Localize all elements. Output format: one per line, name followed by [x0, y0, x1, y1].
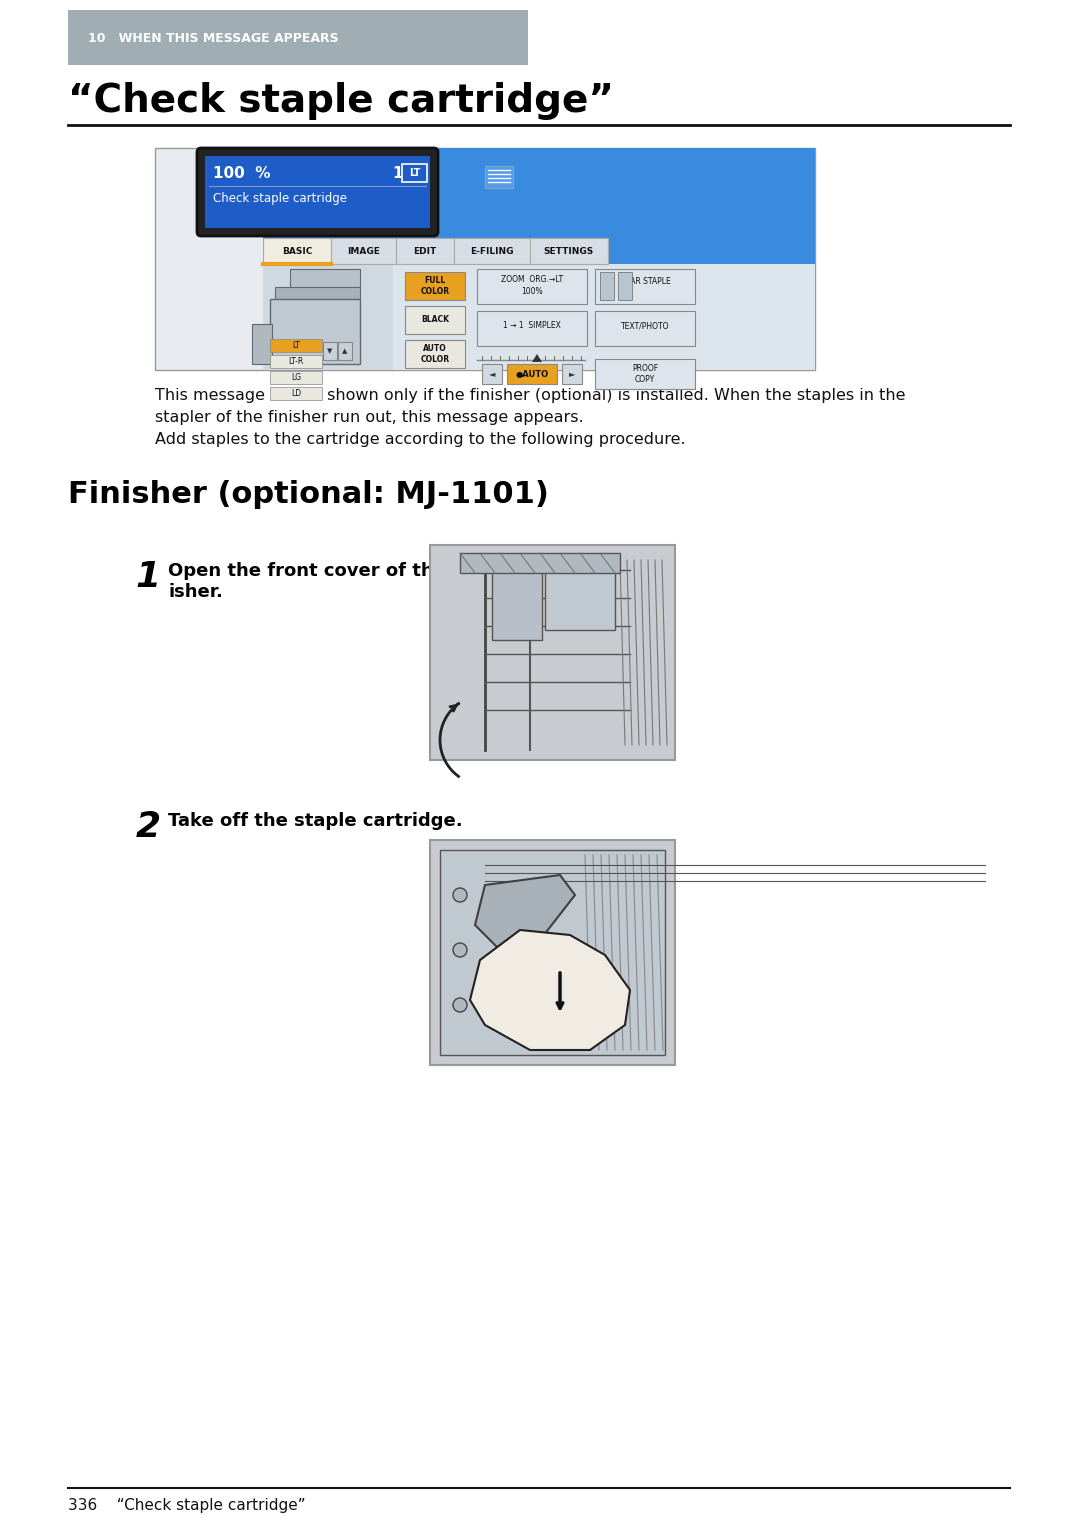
FancyBboxPatch shape [270, 299, 360, 365]
Text: E-FILING: E-FILING [470, 247, 514, 255]
FancyBboxPatch shape [545, 571, 615, 630]
Text: Finisher (optional: MJ-1101): Finisher (optional: MJ-1101) [68, 481, 549, 510]
Text: ◄: ◄ [489, 369, 496, 378]
FancyBboxPatch shape [405, 272, 465, 301]
FancyBboxPatch shape [562, 365, 582, 385]
Text: 100%: 100% [522, 287, 543, 296]
Text: LD: LD [291, 389, 301, 398]
Text: AUTO
COLOR: AUTO COLOR [420, 345, 449, 363]
Text: ▲: ▲ [342, 348, 348, 354]
FancyBboxPatch shape [264, 238, 330, 264]
Text: BASIC: BASIC [282, 247, 312, 255]
FancyBboxPatch shape [482, 365, 502, 385]
Text: ZOOM  ORG.→LT: ZOOM ORG.→LT [501, 276, 563, 284]
FancyBboxPatch shape [270, 388, 322, 400]
Text: REAR STAPLE: REAR STAPLE [620, 276, 671, 285]
Text: 1 → 1  SIMPLEX: 1 → 1 SIMPLEX [503, 322, 561, 331]
FancyBboxPatch shape [275, 287, 360, 299]
Text: SETTINGS: SETTINGS [544, 247, 594, 255]
FancyBboxPatch shape [252, 324, 272, 365]
Text: LT: LT [292, 340, 300, 349]
FancyBboxPatch shape [270, 371, 322, 385]
Circle shape [453, 998, 467, 1012]
FancyBboxPatch shape [323, 342, 337, 360]
FancyBboxPatch shape [430, 839, 675, 1065]
FancyBboxPatch shape [618, 272, 632, 301]
Circle shape [453, 888, 467, 902]
Text: This message will be shown only if the finisher (optional) is installed. When th: This message will be shown only if the f… [156, 388, 905, 447]
Text: FULL
COLOR: FULL COLOR [420, 276, 449, 296]
Text: EDIT: EDIT [414, 247, 436, 255]
FancyBboxPatch shape [454, 238, 530, 264]
Circle shape [453, 943, 467, 957]
Text: PROOF
COPY: PROOF COPY [632, 365, 658, 383]
FancyBboxPatch shape [600, 272, 615, 301]
Text: 10   WHEN THIS MESSAGE APPEARS: 10 WHEN THIS MESSAGE APPEARS [87, 32, 339, 44]
Text: 2: 2 [135, 810, 161, 844]
FancyBboxPatch shape [507, 365, 557, 385]
FancyBboxPatch shape [270, 356, 322, 368]
Text: ▼: ▼ [327, 348, 333, 354]
FancyBboxPatch shape [460, 552, 620, 572]
Text: Open the front cover of the fin-
isher.: Open the front cover of the fin- isher. [168, 562, 486, 601]
Text: Take off the staple cartridge.: Take off the staple cartridge. [168, 812, 462, 830]
Text: IMAGE: IMAGE [347, 247, 380, 255]
FancyBboxPatch shape [205, 156, 430, 227]
FancyBboxPatch shape [595, 359, 696, 389]
Polygon shape [470, 929, 630, 1050]
FancyBboxPatch shape [264, 264, 393, 369]
FancyBboxPatch shape [405, 340, 465, 368]
FancyBboxPatch shape [270, 339, 322, 353]
FancyBboxPatch shape [477, 311, 588, 346]
FancyBboxPatch shape [430, 545, 675, 760]
Text: 1: 1 [392, 166, 403, 182]
Polygon shape [532, 354, 542, 362]
Text: Check staple cartridge: Check staple cartridge [213, 192, 347, 204]
Text: LG: LG [291, 372, 301, 382]
FancyBboxPatch shape [291, 269, 360, 287]
FancyBboxPatch shape [197, 148, 438, 237]
FancyBboxPatch shape [595, 311, 696, 346]
FancyBboxPatch shape [264, 264, 815, 369]
FancyBboxPatch shape [485, 166, 513, 188]
FancyBboxPatch shape [595, 269, 696, 304]
FancyBboxPatch shape [440, 850, 665, 1054]
Text: 100  %: 100 % [213, 166, 270, 182]
Text: 336    “Check staple cartridge”: 336 “Check staple cartridge” [68, 1499, 306, 1512]
Text: LT: LT [409, 168, 421, 179]
FancyBboxPatch shape [396, 238, 454, 264]
FancyBboxPatch shape [156, 148, 815, 369]
Text: 1: 1 [135, 560, 161, 594]
FancyBboxPatch shape [402, 163, 427, 182]
FancyBboxPatch shape [492, 560, 542, 639]
FancyBboxPatch shape [68, 11, 528, 66]
FancyBboxPatch shape [530, 238, 608, 264]
FancyBboxPatch shape [477, 269, 588, 304]
Text: “Check staple cartridge”: “Check staple cartridge” [68, 82, 615, 121]
Text: LT-R: LT-R [288, 357, 303, 366]
Polygon shape [475, 874, 575, 951]
FancyBboxPatch shape [405, 307, 465, 334]
FancyBboxPatch shape [264, 148, 815, 369]
Text: ●AUTO: ●AUTO [515, 369, 549, 378]
Text: BLACK: BLACK [421, 316, 449, 325]
Text: TEXT/PHOTO: TEXT/PHOTO [621, 322, 670, 331]
FancyBboxPatch shape [330, 238, 396, 264]
Text: ►: ► [569, 369, 576, 378]
FancyBboxPatch shape [338, 342, 352, 360]
